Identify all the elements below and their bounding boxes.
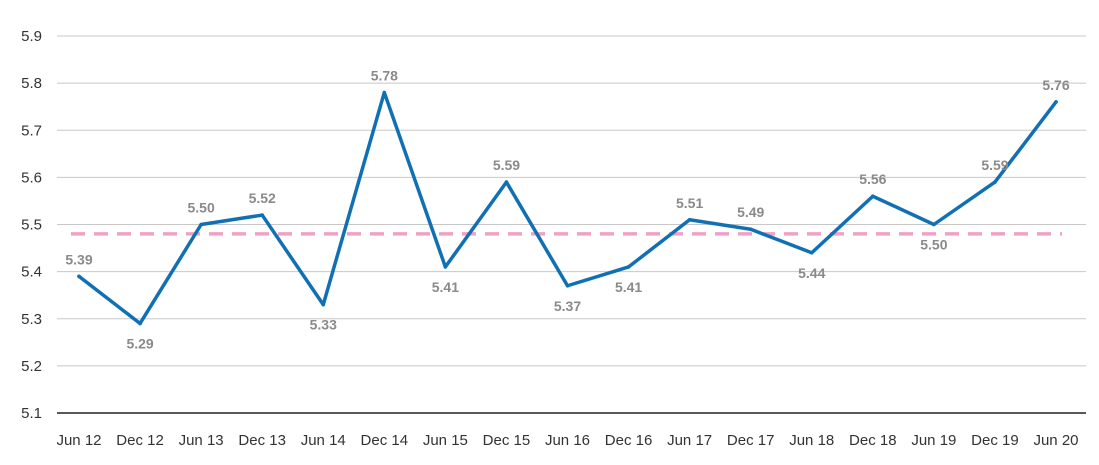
x-tick-label: Dec 16	[605, 432, 653, 449]
data-label: 5.50	[920, 237, 947, 253]
x-tick-label: Dec 12	[116, 432, 164, 449]
x-tick-label: Dec 19	[971, 432, 1019, 449]
x-tick-label: Jun 18	[789, 432, 834, 449]
data-label: 5.50	[188, 200, 215, 216]
data-label: 5.56	[859, 171, 886, 187]
y-tick-label: 5.3	[21, 311, 42, 328]
data-label: 5.59	[493, 157, 520, 173]
data-point	[260, 213, 264, 217]
y-tick-label: 5.7	[21, 122, 42, 139]
data-point	[1054, 100, 1058, 104]
data-label: 5.39	[65, 251, 92, 267]
y-tick-label: 5.8	[21, 75, 42, 92]
y-tick-label: 5.1	[21, 405, 42, 422]
data-point	[504, 180, 509, 184]
data-label: 5.78	[371, 68, 398, 84]
data-label: 5.49	[737, 204, 764, 220]
data-point	[565, 283, 570, 288]
data-point	[993, 180, 997, 184]
data-label: 5.59	[981, 157, 1008, 173]
data-label: 5.41	[615, 279, 642, 295]
series-layer	[77, 90, 1058, 326]
y-tick-label: 5.4	[21, 264, 42, 281]
y-tick-label: 5.6	[21, 169, 42, 186]
y-tick-label: 5.5	[21, 217, 42, 234]
data-point	[77, 274, 81, 279]
y-tick-label: 5.2	[21, 358, 42, 375]
data-point	[199, 222, 203, 227]
data-point	[809, 250, 814, 255]
x-tick-label: Dec 18	[849, 432, 897, 449]
data-label: 5.29	[126, 335, 153, 351]
data-labels: 5.39 5.29 5.50 5.52 5.33 5.78 5.41 5.59 5.37 5.41…	[65, 68, 1069, 352]
data-point	[382, 90, 387, 95]
data-point	[687, 217, 692, 222]
x-tick-label: Jun 12	[56, 432, 101, 449]
x-tick-label: Jun 17	[667, 432, 712, 449]
data-label: 5.37	[554, 298, 581, 314]
data-point	[626, 265, 631, 269]
data-point	[443, 265, 448, 269]
data-label: 5.33	[310, 317, 337, 333]
x-tick-label: Dec 13	[238, 432, 286, 449]
data-label: 5.52	[249, 190, 276, 206]
data-point	[321, 302, 326, 307]
x-tick-label: Jun 20	[1033, 432, 1078, 449]
grid-layer	[57, 35, 1086, 414]
y-tick-label: 5.9	[21, 28, 42, 45]
y-axis: 5.1 5.2 5.3 5.4 5.5 5.6 5.7 5.8 5.9	[21, 28, 42, 422]
x-tick-label: Jun 15	[423, 432, 468, 449]
data-label: 5.76	[1042, 77, 1069, 93]
x-tick-label: Dec 14	[361, 432, 409, 449]
data-label: 5.51	[676, 195, 703, 211]
x-tick-label: Jun 16	[545, 432, 590, 449]
x-axis: Jun 12 Dec 12 Jun 13 Dec 13 Jun 14 Dec 14 Jun …	[56, 432, 1078, 449]
data-point	[871, 194, 875, 199]
data-label: 5.44	[798, 265, 825, 281]
data-point	[748, 227, 753, 232]
data-point	[932, 222, 936, 227]
data-label: 5.41	[432, 279, 459, 295]
x-tick-label: Jun 14	[301, 432, 346, 449]
series-line	[77, 90, 1058, 326]
x-tick-label: Jun 13	[179, 432, 224, 449]
x-tick-label: Jun 19	[911, 432, 956, 449]
x-tick-label: Dec 15	[483, 432, 531, 449]
data-point	[138, 321, 142, 326]
x-tick-label: Dec 17	[727, 432, 775, 449]
